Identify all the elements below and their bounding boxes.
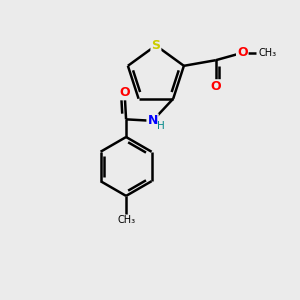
Text: CH₃: CH₃ [117, 215, 135, 225]
Text: O: O [211, 80, 221, 93]
Text: O: O [237, 46, 247, 59]
Text: S: S [152, 39, 160, 52]
Text: N: N [147, 114, 158, 127]
Text: H: H [157, 121, 165, 131]
Text: CH₃: CH₃ [259, 48, 277, 58]
Text: O: O [119, 86, 130, 99]
